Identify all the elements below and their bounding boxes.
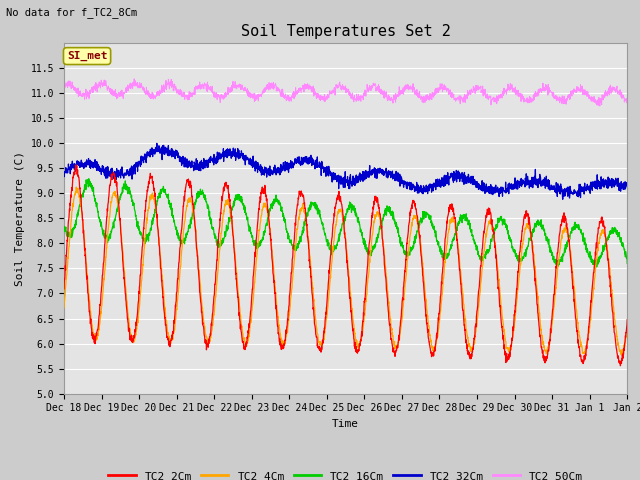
X-axis label: Time: Time xyxy=(332,419,359,429)
Legend: TC2_2Cm, TC2_4Cm, TC2_16Cm, TC2_32Cm, TC2_50Cm: TC2_2Cm, TC2_4Cm, TC2_16Cm, TC2_32Cm, TC… xyxy=(104,467,588,480)
Title: Soil Temperatures Set 2: Soil Temperatures Set 2 xyxy=(241,24,451,39)
Text: SI_met: SI_met xyxy=(67,51,108,61)
Text: No data for f_TC2_8Cm: No data for f_TC2_8Cm xyxy=(6,7,138,18)
Y-axis label: Soil Temperature (C): Soil Temperature (C) xyxy=(15,151,25,286)
